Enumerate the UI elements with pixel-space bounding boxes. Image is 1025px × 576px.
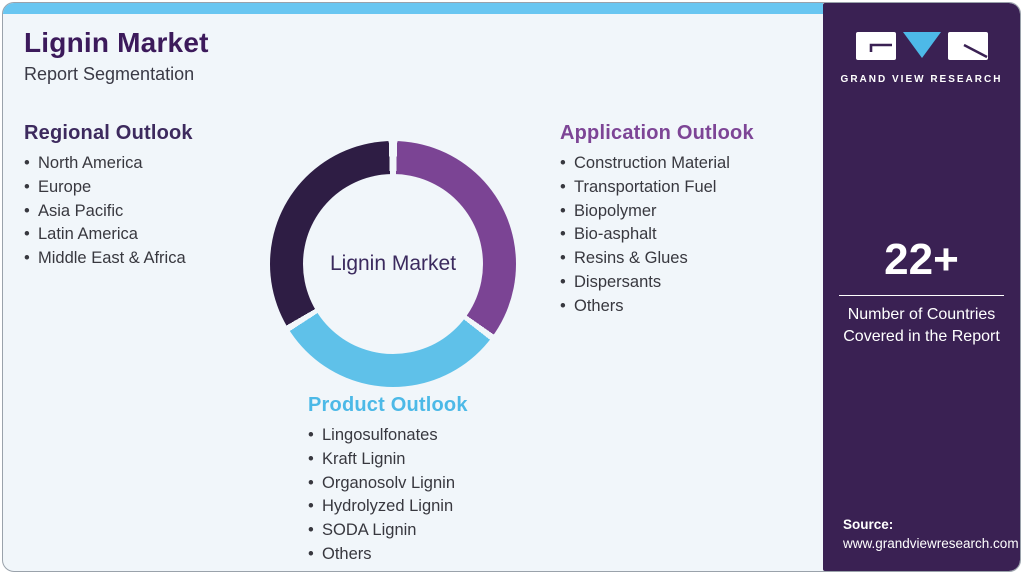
list-item: Dispersants [560,271,754,295]
list-item: Biopolymer [560,200,754,224]
list-item: Others [560,295,754,319]
application-outlook-section: Application Outlook Construction Materia… [560,122,754,319]
list-item: Transportation Fuel [560,176,754,200]
list-item: Middle East & Africa [24,247,193,271]
donut-chart-wrap: Lignin Market [270,141,516,387]
application-outlook-list: Construction Material Transportation Fue… [560,152,754,319]
list-item: Europe [24,176,193,200]
list-item: Organosolv Lignin [308,472,468,496]
list-item: Lingosulfonates [308,424,468,448]
source-label: Source: [843,517,894,532]
list-item: SODA Lignin [308,519,468,543]
stat-divider [839,295,1004,296]
title-block: Lignin Market Report Segmentation [24,27,209,85]
source-block: Source: www.grandviewresearch.com [843,515,1019,553]
regional-outlook-section: Regional Outlook North America Europe As… [24,122,193,271]
application-outlook-heading: Application Outlook [560,122,754,144]
list-item: Asia Pacific [24,200,193,224]
list-item: Hydrolyzed Lignin [308,495,468,519]
list-item: Latin America [24,223,193,247]
brand-logo-text: GRAND VIEW RESEARCH [840,74,1003,85]
list-item: Kraft Lignin [308,448,468,472]
list-item: Construction Material [560,152,754,176]
donut-center-label: Lignin Market [329,252,457,275]
product-outlook-section: Product Outlook Lingosulfonates Kraft Li… [308,394,468,567]
list-item: North America [24,152,193,176]
list-item: Bio-asphalt [560,223,754,247]
top-accent-bar [3,3,823,14]
product-outlook-list: Lingosulfonates Kraft Lignin Organosolv … [308,424,468,567]
sidebar: GRAND VIEW RESEARCH 22+ Number of Countr… [823,3,1020,571]
source-url: www.grandviewresearch.com [843,536,1019,551]
countries-count: 22+ [884,235,959,284]
page-title: Lignin Market [24,27,209,58]
page-subtitle: Report Segmentation [24,64,195,84]
regional-outlook-list: North America Europe Asia Pacific Latin … [24,152,193,271]
donut-hole: Lignin Market [303,174,483,354]
regional-outlook-heading: Regional Outlook [24,122,193,144]
list-item: Others [308,543,468,567]
countries-caption: Number of Countries Covered in the Repor… [843,306,1000,345]
list-item: Resins & Glues [560,247,754,271]
gvr-logo-icon [855,29,988,68]
product-outlook-heading: Product Outlook [308,394,468,416]
brand-logo-block: GRAND VIEW RESEARCH [823,29,1020,85]
countries-stat-block: 22+ Number of Countries Covered in the R… [823,235,1020,347]
